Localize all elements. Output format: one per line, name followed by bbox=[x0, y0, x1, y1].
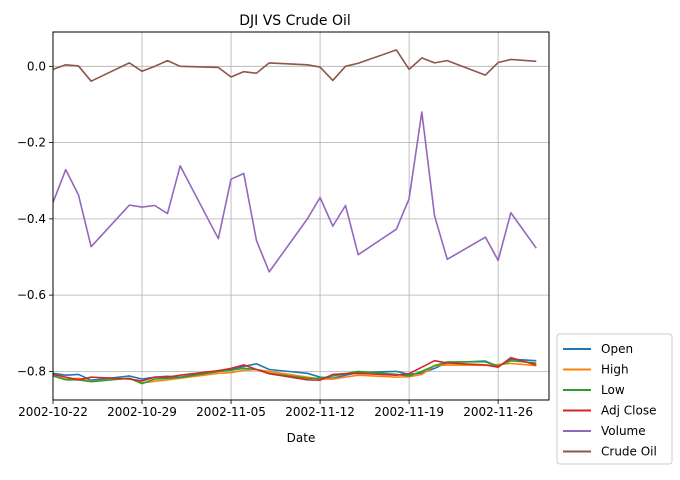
x-axis-ticks: 2002-10-22 2002-10-29 2002-11-05 2002-11-12… bbox=[18, 400, 533, 419]
legend-label: Open bbox=[601, 342, 633, 356]
legend-label: High bbox=[601, 363, 629, 377]
series-line-crude-oil bbox=[52, 49, 537, 82]
y-axis-ticks: 0.0 −0.2 −0.4 −0.6 −0.8 bbox=[17, 59, 53, 378]
x-axis-label: Date bbox=[287, 431, 316, 445]
chart-title: DJI VS Crude Oil bbox=[239, 13, 351, 29]
series-line-volume bbox=[52, 111, 537, 273]
series-line-low bbox=[52, 359, 537, 385]
legend-label: Crude Oil bbox=[601, 445, 657, 459]
x-tick-label: 2002-11-26 bbox=[463, 405, 533, 419]
x-tick-label: 2002-11-05 bbox=[196, 405, 266, 419]
legend-label: Adj Close bbox=[601, 404, 656, 418]
legend-items: Open High Low Adj Close Volume Crude Oil bbox=[563, 342, 657, 459]
series-lines bbox=[52, 49, 537, 385]
x-tick-label: 2002-11-19 bbox=[374, 405, 444, 419]
plot-frame bbox=[52, 31, 550, 401]
series-line-adj-close bbox=[52, 356, 537, 382]
y-tick-label: −0.8 bbox=[17, 364, 46, 378]
x-tick-label: 2002-10-22 bbox=[18, 405, 88, 419]
y-tick-label: −0.6 bbox=[17, 288, 46, 302]
grid-lines bbox=[52, 32, 549, 400]
legend-label: Low bbox=[601, 383, 625, 397]
y-tick-label: −0.4 bbox=[17, 212, 46, 226]
legend: Open High Low Adj Close Volume Crude Oil bbox=[556, 333, 673, 465]
y-tick-label: −0.2 bbox=[17, 136, 46, 150]
series-line-high bbox=[52, 362, 537, 384]
x-tick-label: 2002-11-12 bbox=[285, 405, 355, 419]
y-tick-label: 0.0 bbox=[27, 59, 46, 73]
legend-label: Volume bbox=[601, 424, 646, 438]
x-tick-label: 2002-10-29 bbox=[107, 405, 177, 419]
